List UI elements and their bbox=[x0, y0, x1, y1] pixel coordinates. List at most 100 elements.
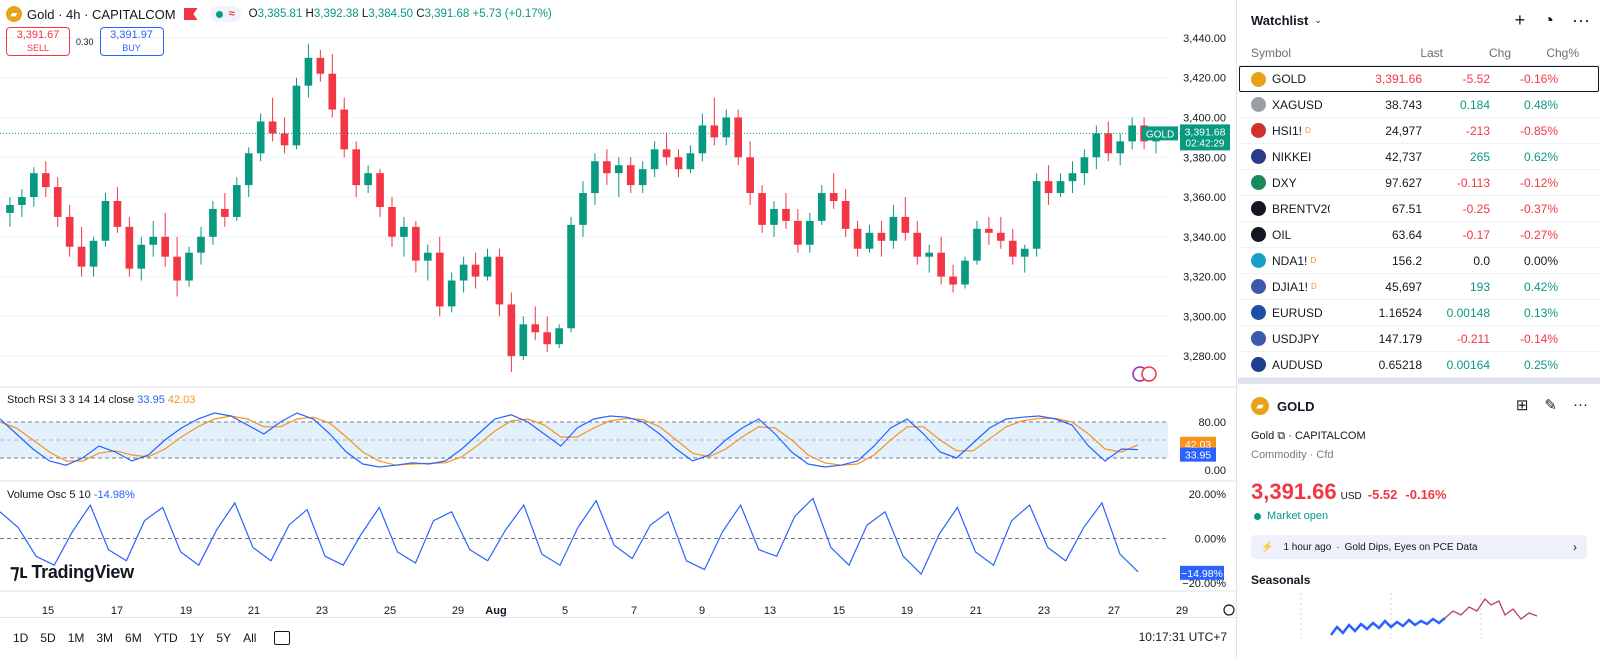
candle-body bbox=[1104, 133, 1113, 154]
row-chgp: 0.00% bbox=[1523, 253, 1558, 268]
details-name[interactable]: Gold bbox=[1251, 430, 1275, 442]
candle-body bbox=[614, 165, 623, 174]
candle-body bbox=[913, 232, 922, 257]
stoch-k-value: 33.95 bbox=[137, 394, 165, 406]
watchlist-row[interactable]: NIKKEI 42,737 265 0.62% bbox=[1238, 144, 1600, 170]
chart-pane[interactable]: 3,440.00 3,420.00 3,400.00 3,380.00 3,360.00… bbox=[0, 0, 1237, 658]
tf-5d[interactable]: 5D bbox=[40, 631, 56, 645]
chart-canvas[interactable]: 3,440.00 3,420.00 3,400.00 3,380.00 3,360.00… bbox=[0, 0, 1237, 617]
candle-body bbox=[579, 193, 587, 225]
chart-title[interactable]: Gold · 4h · CAPITALCOM bbox=[27, 6, 176, 22]
news-banner[interactable]: ⚡ 1 hour ago · Gold Dips, Eyes on PCE Da… bbox=[1251, 535, 1587, 559]
candle-body bbox=[459, 264, 468, 281]
market-status-pill[interactable]: ≈ bbox=[209, 6, 241, 22]
symbol-details: ▰ GOLD ⊞ ✎ ··· Gold ⧉ · CAPITALCOM Commo… bbox=[1238, 384, 1600, 656]
watchlist-header[interactable]: Watchlist ⌄ bbox=[1238, 0, 1600, 40]
row-chg: -0.25 bbox=[1462, 201, 1490, 216]
tf-5y[interactable]: 5Y bbox=[216, 631, 232, 645]
watchlist-row[interactable]: HSI1! D 24,977 -213 -0.85% bbox=[1238, 118, 1600, 144]
row-last: 1.16524 bbox=[1378, 305, 1422, 320]
price-row: 3,391.66 USD -5.52 -0.16% bbox=[1251, 479, 1587, 505]
gold-icon: ▰ bbox=[1251, 397, 1269, 415]
candle-body bbox=[101, 201, 110, 241]
market-status: Market open bbox=[1251, 510, 1587, 522]
price-axis-label: 3,360.00 bbox=[1183, 192, 1226, 204]
edit-icon[interactable]: ✎ bbox=[1544, 397, 1557, 414]
row-chg: 0.0 bbox=[1473, 253, 1490, 268]
watchlist-row[interactable]: NDA1! D 156.2 0.0 0.00% bbox=[1238, 248, 1600, 274]
more-icon[interactable]: ··· bbox=[1573, 396, 1588, 413]
details-price: 3,391.66 bbox=[1251, 479, 1337, 504]
watchlist-row[interactable]: USDJPY 147.179 -0.211 -0.14% bbox=[1238, 326, 1600, 352]
candle-body bbox=[519, 324, 528, 357]
approx-icon: ≈ bbox=[228, 8, 235, 20]
trade-panel: 3,391.67 SELL 0.30 3,391.97 BUY bbox=[6, 27, 164, 56]
sell-button[interactable]: 3,391.67 SELL bbox=[6, 27, 70, 56]
buy-label: BUY bbox=[122, 43, 141, 53]
volume-osc-legend[interactable]: Volume Osc 5 10 -14.98% bbox=[7, 489, 135, 501]
volosc-axis-label: 0.00% bbox=[1195, 534, 1226, 546]
delayed-badge: D bbox=[1305, 126, 1311, 135]
tf-3m[interactable]: 3M bbox=[96, 631, 114, 645]
details-symbol[interactable]: GOLD bbox=[1277, 398, 1315, 414]
tradingview-logo[interactable]: ⁊ʟ TradingView bbox=[10, 561, 134, 584]
clock[interactable]: 10:17:31 UTC+7 bbox=[1138, 630, 1227, 644]
candle-body bbox=[674, 157, 683, 170]
date-range-icon[interactable] bbox=[274, 631, 291, 645]
details-currency: USD bbox=[1340, 491, 1362, 502]
details-subtitle: Gold ⧉ · CAPITALCOM bbox=[1251, 430, 1366, 442]
watchlist-row[interactable]: XAGUSD 38.743 0.184 0.48% bbox=[1238, 92, 1600, 118]
watchlist-row[interactable]: OIL 63.64 -0.17 -0.27% bbox=[1238, 222, 1600, 248]
watchlist-row[interactable]: EURUSD 1.16524 0.00148 0.13% bbox=[1238, 300, 1600, 326]
tf-6m[interactable]: 6M bbox=[125, 631, 142, 645]
candle-body bbox=[770, 208, 778, 225]
col-last[interactable]: Last bbox=[1420, 45, 1443, 60]
tf-1m[interactable]: 1M bbox=[67, 631, 85, 645]
more-icon[interactable]: ··· bbox=[1572, 10, 1590, 30]
candle-body bbox=[244, 153, 253, 186]
watchlist-row[interactable]: BRENTV202 67.51 -0.25 -0.37% bbox=[1238, 196, 1600, 222]
row-chgp: -0.85% bbox=[1519, 123, 1558, 138]
tf-1y[interactable]: 1Y bbox=[189, 631, 205, 645]
details-exchange[interactable]: CAPITALCOM bbox=[1294, 430, 1366, 442]
date-axis-label: 23 bbox=[316, 605, 328, 617]
date-axis-label: 29 bbox=[452, 605, 464, 617]
candle-body bbox=[149, 236, 158, 245]
seasonals-chart bbox=[1300, 593, 1538, 639]
seasonals-title[interactable]: Seasonals bbox=[1251, 573, 1311, 587]
candle-body bbox=[53, 187, 62, 217]
candle-body bbox=[638, 169, 647, 186]
us-flag-icon bbox=[1251, 279, 1266, 294]
candle-body bbox=[173, 256, 181, 281]
row-chg: -213 bbox=[1465, 123, 1490, 138]
row-symbol: NIKKEI bbox=[1251, 149, 1330, 164]
stoch-rsi-legend[interactable]: Stoch RSI 3 3 14 14 close 33.95 42.03 bbox=[7, 394, 195, 406]
candle-body bbox=[435, 252, 444, 307]
col-symbol[interactable]: Symbol bbox=[1251, 45, 1292, 60]
row-chgp: 0.62% bbox=[1523, 149, 1558, 164]
tf-all[interactable]: All bbox=[243, 631, 257, 645]
watchlist-row[interactable]: DXY 97.627 -0.113 -0.12% bbox=[1238, 170, 1600, 196]
col-chg[interactable]: Chg bbox=[1488, 45, 1511, 60]
watchlist-row[interactable]: AUDUSD 0.65218 0.00164 0.25% bbox=[1238, 352, 1600, 378]
advanced-view-icon[interactable]: ◔ bbox=[1543, 10, 1555, 30]
candle-body bbox=[1080, 157, 1089, 174]
add-symbol-icon[interactable]: + bbox=[1514, 10, 1526, 30]
candle-body bbox=[161, 236, 169, 257]
external-link-icon[interactable]: ⧉ bbox=[1277, 430, 1286, 442]
flag-icon[interactable] bbox=[183, 8, 198, 20]
news-title: Gold Dips, Eyes on PCE Data bbox=[1344, 541, 1478, 553]
seasonals-line-current bbox=[1330, 617, 1446, 636]
col-chgp[interactable]: Chg% bbox=[1546, 45, 1579, 60]
tf-1d[interactable]: 1D bbox=[13, 631, 29, 645]
tf-ytd[interactable]: YTD bbox=[153, 631, 178, 645]
stoch-d-value: 42.03 bbox=[167, 394, 196, 406]
buy-button[interactable]: 3,391.97 BUY bbox=[99, 27, 164, 56]
grid-icon[interactable]: ⊞ bbox=[1515, 397, 1529, 414]
spread-value: 0.30 bbox=[76, 36, 94, 47]
candle-body bbox=[806, 220, 814, 245]
candle-body bbox=[1020, 248, 1029, 257]
watchlist-row[interactable]: DJIA1! D 45,697 193 0.42% bbox=[1238, 274, 1600, 300]
hsi-icon bbox=[1251, 123, 1266, 138]
watchlist-row[interactable]: GOLD 3,391.66 -5.52 -0.16% bbox=[1239, 66, 1599, 92]
